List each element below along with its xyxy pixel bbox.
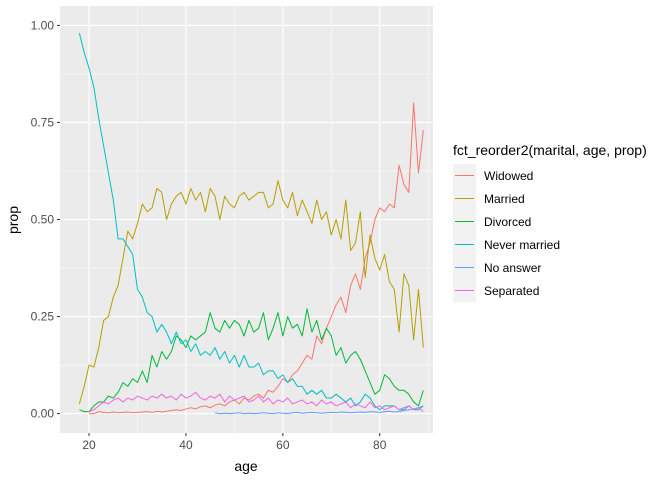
series-lines <box>78 33 424 415</box>
legend-items: Widowed Married Divorced Never married No an… <box>453 164 560 302</box>
series-line-widowed <box>89 102 424 415</box>
y-tick-label: 0.25 <box>31 310 55 324</box>
y-axis-title: prop <box>5 206 21 234</box>
x-tick-label: 20 <box>82 438 96 452</box>
legend-label-no-answer: No answer <box>484 261 541 275</box>
legend-label-divorced: Divorced <box>484 215 531 229</box>
y-tick-label: 1.00 <box>31 18 55 32</box>
y-tick-label: 0.75 <box>31 115 55 129</box>
legend-label-married: Married <box>484 192 525 206</box>
legend-label-widowed: Widowed <box>484 169 533 183</box>
series-line-separated <box>88 391 424 413</box>
y-tick-label: 0.50 <box>31 213 55 227</box>
series-line-married <box>78 180 424 405</box>
x-tick-label: 80 <box>373 438 387 452</box>
y-tick-label: 0.00 <box>31 407 55 421</box>
legend-title: fct_reorder2(marital, age, prop) <box>453 142 647 158</box>
x-axis-title: age <box>234 458 258 474</box>
legend-label-separated: Separated <box>484 284 539 298</box>
x-tick-label: 60 <box>276 438 290 452</box>
y-axis-ticks: 0.00 0.25 0.50 0.75 1.00 <box>31 18 60 421</box>
series-line-divorced <box>79 308 424 413</box>
series-line-never-married <box>78 33 424 411</box>
legend: fct_reorder2(marital, age, prop) Widowed… <box>453 142 647 302</box>
legend-label-never-married: Never married <box>484 238 560 252</box>
series-line-no-answer <box>214 405 424 415</box>
grid-major <box>60 6 433 433</box>
x-axis-ticks: 20 40 60 80 <box>82 433 387 452</box>
x-tick-label: 40 <box>179 438 193 452</box>
